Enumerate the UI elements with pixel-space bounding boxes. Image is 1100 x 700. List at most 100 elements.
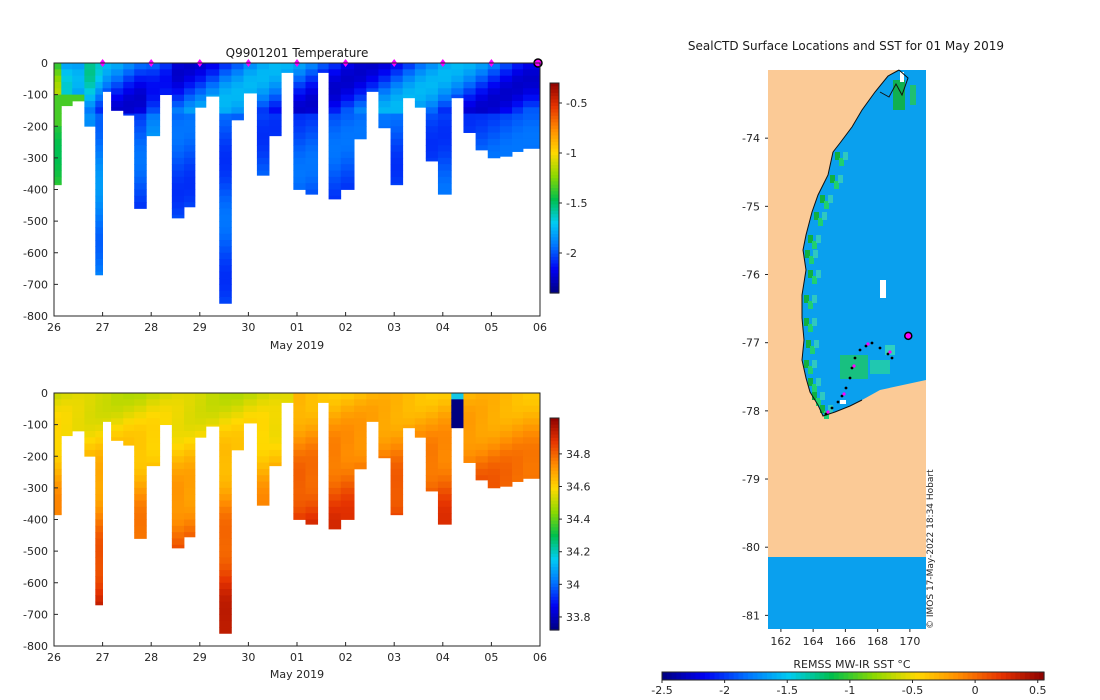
sst-pixel [893,80,905,110]
temperature-cell [328,107,342,114]
salinity-cell [243,399,258,407]
sst-pixel [813,250,818,258]
salinity-cell [184,405,196,413]
salinity-cell [171,399,185,407]
colorbar-segment [550,567,559,571]
temperature-cell [437,126,452,133]
salinity-cell [111,393,124,400]
colorbar-segment [550,161,559,166]
colorbar-segment [550,418,559,422]
temperature-cell [328,88,342,96]
temperature-cell [402,63,416,70]
salinity-cell [425,481,439,489]
colorbar-frame [549,417,560,631]
colorbar-segment [671,672,677,680]
salinity-cell [171,494,185,501]
colorbar-segment [550,243,559,248]
colorbar-segment [550,596,559,601]
temperature-cell [354,94,367,102]
salinity-cell [522,393,541,400]
salinity-cell [522,443,541,451]
salinity-cell [54,424,62,432]
temperature-cell [95,271,103,276]
temperature-cell [72,63,85,70]
salinity-cell [437,475,452,482]
temperature-cell [171,151,185,159]
salinity-cell [305,411,319,419]
colorbar-segment [550,494,559,499]
salinity-cell [123,437,135,444]
salinity-cell [305,430,319,438]
salinity-cell [84,424,96,432]
colorbar-segment [550,286,559,291]
salinity-cell [305,475,319,482]
temperature-cell [219,214,232,222]
salinity-cell [293,405,306,413]
temperature-cell [146,107,161,114]
temperature-cell [499,81,513,89]
temperature-cell [54,100,62,108]
temperature-cell [437,164,452,171]
colorbar-segment [900,672,907,680]
salinity-cell [269,443,282,451]
colorbar-segment [700,672,706,680]
colorbar-segment [938,672,945,680]
temperature-cell [390,157,404,165]
salinity-cell [305,494,319,501]
sst-pixel [830,175,835,183]
temperature-cell [61,63,73,70]
salinity-cell [390,494,404,501]
temperature-cell [328,75,342,83]
temperature-cell [390,145,404,152]
salinity-cell [437,393,452,400]
temperature-cell [54,107,62,114]
colorbar-segment [550,220,559,225]
colorbar-tick-label: -2 [566,247,577,260]
temperature-cell [61,75,73,83]
temperature-cell [475,119,489,127]
colorbar-segment [550,112,559,117]
salinity-cell [269,462,282,467]
temperature-cell [256,164,270,171]
salinity-cell [317,393,329,400]
salinity-cell [499,443,513,451]
salinity-cell [134,399,147,407]
colorbar-segment [767,672,773,680]
colorbar-segment [977,672,983,680]
temperature-cell [95,246,103,254]
salinity-cell [340,475,355,482]
temperature-cell [499,100,513,108]
temperature-cell [425,69,439,77]
salinity-cell [269,411,282,419]
sst-pixel [812,318,817,326]
salinity-cell [522,475,541,479]
colorbar-segment [550,207,559,212]
salinity-cell [95,582,103,590]
temperature-cell [134,81,147,89]
salinity-cell [390,405,404,413]
salinity-cell [146,411,161,419]
colorbar-segment [550,467,559,472]
salinity-cell [256,437,270,444]
temperature-cell [390,81,404,89]
salinity-cell [184,525,196,533]
temperature-cell [305,88,319,96]
track-point [824,412,828,416]
no-data-pixel [900,72,904,82]
temperature-cell [243,75,258,83]
temperature-cell [499,145,513,152]
salinity-cell [366,411,379,419]
salinity-cell [463,399,477,407]
temperature-cell [95,240,103,247]
salinity-cell [184,399,196,407]
temperature-cell [231,88,244,96]
temperature-cell [54,94,62,102]
temperature-cell [123,113,135,116]
temperature-cell [95,221,103,228]
salinity-cell [402,393,416,400]
salinity-cell [219,519,232,527]
temperature-cell [134,151,147,159]
temperature-cell [134,164,147,171]
salinity-cell [95,538,103,546]
salinity-cell [84,443,96,451]
